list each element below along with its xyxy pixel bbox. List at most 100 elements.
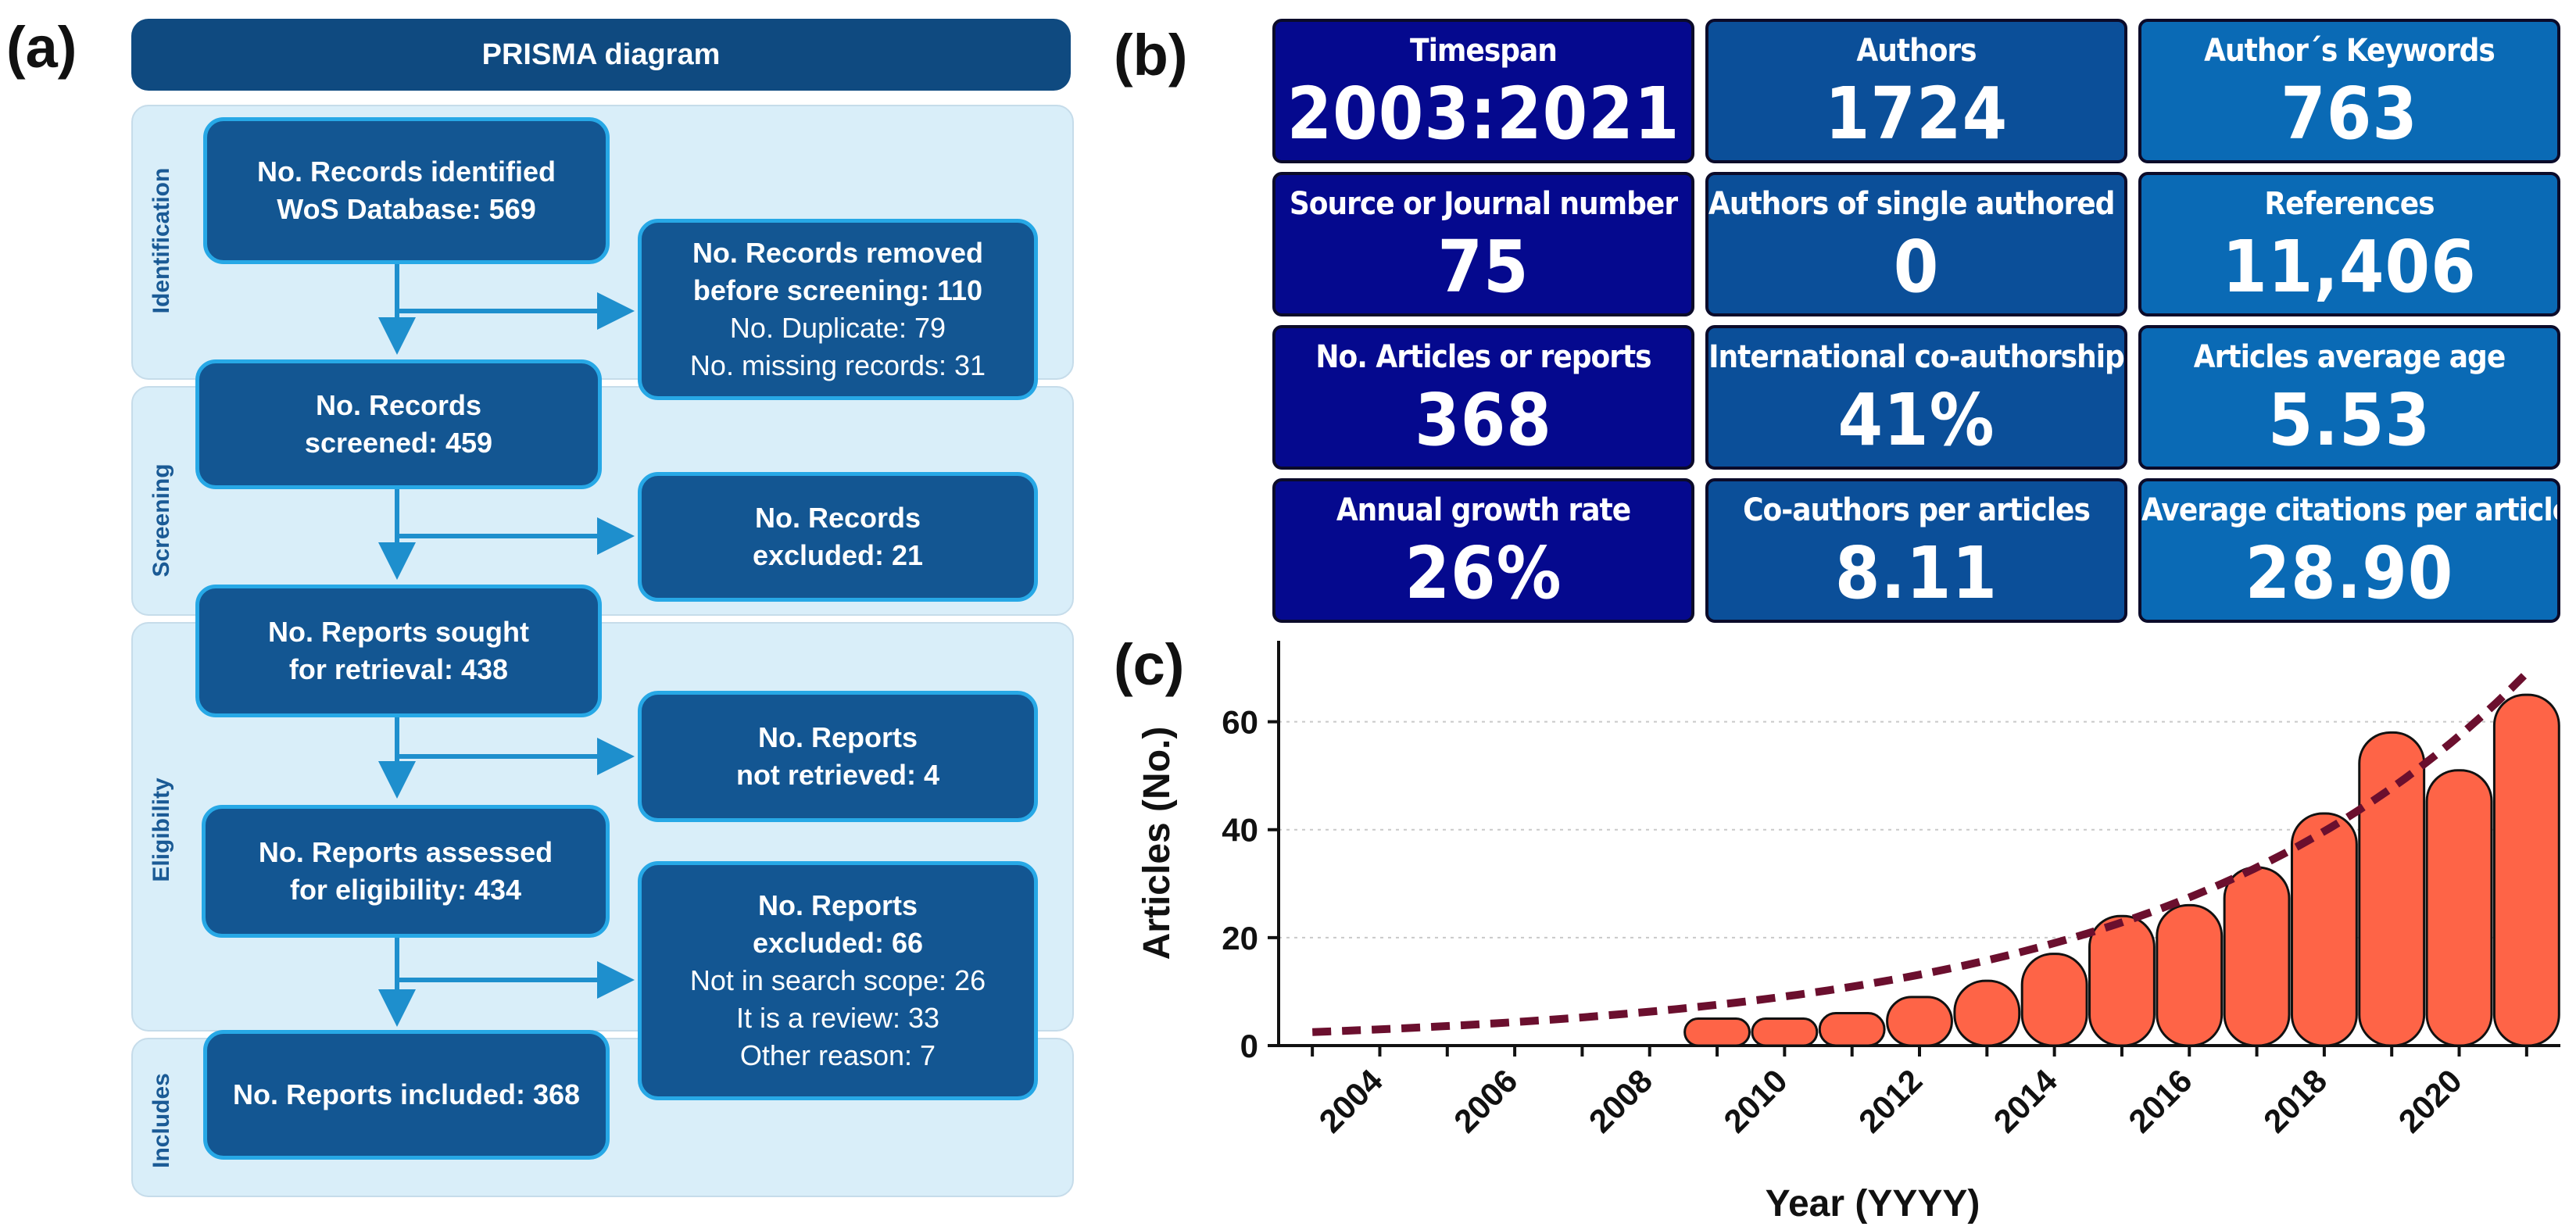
bar [2358,731,2426,1047]
metric-tile: Co-authors per articles 8.11 [1705,478,2127,623]
box-line: Other reason: 7 [739,1039,936,1071]
x-tick-label: 2016 [2121,1062,2199,1139]
metric-label: Average citations per articles [2141,492,2560,528]
box-records-screened: No. Records screened: 459 [195,359,602,489]
box-line: excluded: 21 [752,539,924,571]
bar [1953,979,2021,1047]
bar [1886,996,1953,1047]
metric-value: 2003:2021 [1286,72,1680,156]
metric-value: 0 [1893,225,1940,309]
metric-value: 11,406 [2222,225,2477,309]
x-tick-label: 2018 [2256,1062,2334,1139]
box-line: No. Reports sought [268,616,529,648]
metric-label: Co-authors per articles [1743,492,2091,528]
bar [2425,769,2493,1047]
metric-label: Articles average age [2193,339,2506,375]
box-line: No. Records [754,502,921,534]
bar [2492,693,2560,1047]
x-tick-label: 2006 [1447,1062,1524,1139]
metric-label: References [2264,186,2435,222]
x-axis-label: Year (YYYY) [1766,1183,1980,1225]
x-tick-label: 2012 [1852,1062,1929,1139]
x-tick-label: 2014 [1987,1062,2065,1140]
box-records-removed: No. Records removed before screening: 11… [638,219,1038,400]
metric-tile: Authors 1724 [1705,19,2127,163]
box-line: No. Records removed [692,237,984,269]
box-line: WoS Database: 569 [277,193,536,225]
bar [2088,914,2156,1047]
y-tick-label: 20 [1222,920,1258,956]
box-line: No. Reports included: 368 [232,1078,581,1110]
box-line: No. Reports assessed [258,836,553,868]
metric-tile: References 11,406 [2138,172,2560,316]
prisma-arrows [378,264,635,1027]
box-records-identified: No. Records identified WoS Database: 569 [203,117,610,264]
metric-tile: No. Articles or reports 368 [1272,325,1694,470]
box-line: excluded: 66 [752,927,924,959]
box-line: No. Records [315,389,482,421]
metric-tile: Author´s Keywords 763 [2138,19,2560,163]
metric-label: No. Articles or reports [1315,339,1651,375]
metric-label: Timespan [1410,33,1558,69]
box-line: for retrieval: 438 [288,653,509,685]
box-reports-sought: No. Reports sought for retrieval: 438 [195,585,602,717]
metric-label: Authors of single authored docs [1708,186,2124,222]
metric-tile: Average citations per articles 28.90 [2138,478,2560,623]
bar [2156,903,2224,1047]
y-tick-label: 60 [1222,704,1258,741]
box-reports-included: No. Reports included: 368 [203,1030,610,1160]
bar [2020,953,2088,1047]
metric-label: Authors [1856,33,1977,69]
y-tick-label: 0 [1240,1028,1258,1064]
box-records-excluded: No. Records excluded: 21 [638,472,1038,602]
panel-label-b: (b) [1114,23,1188,88]
box-line: It is a review: 33 [735,1002,940,1034]
metric-tile: International co-authorship 41% [1705,325,2127,470]
y-tick-label: 40 [1222,812,1258,849]
panel-label-c: (c) [1114,632,1185,697]
trend-line [1312,670,2530,1036]
box-line: No. Duplicate: 79 [729,312,946,344]
metric-tile: Articles average age 5.53 [2138,325,2560,470]
x-tick-label: 2010 [1716,1062,1794,1139]
box-line: for eligibility: 434 [289,874,522,906]
metric-label: Author´s Keywords [2204,33,2496,69]
metric-value: 75 [1437,225,1530,309]
metric-tile: Timespan 2003:2021 [1272,19,1694,163]
metric-value: 28.90 [2245,531,2454,615]
box-line: not retrieved: 4 [735,759,940,791]
metric-label: International co-authorship [1708,339,2124,375]
box-line: No. Records identified [256,156,556,188]
bar [1751,1017,1819,1047]
box-line: No. missing records: 31 [689,349,986,381]
x-tick-label: 2020 [2392,1062,2469,1139]
metric-value: 26% [1404,531,1562,615]
metric-value: 1724 [1824,72,2009,156]
metric-value: 5.53 [2267,378,2431,462]
box-line: before screening: 110 [692,274,983,306]
y-axis-label: Articles (No.) [1136,727,1178,960]
metric-value: 8.11 [1834,531,1998,615]
metric-label: Annual growth rate [1336,492,1631,528]
x-tick-label: 2004 [1312,1062,1390,1140]
metric-value: 368 [1415,378,1552,462]
box-reports-assessed: No. Reports assessed for eligibility: 43… [202,805,610,938]
metric-value: 763 [2281,72,2418,156]
metric-value: 41% [1837,378,1995,462]
metric-label: Source or Journal number [1289,186,1678,222]
metric-tile: Annual growth rate 26% [1272,478,1694,623]
box-line: No. Reports [757,721,918,753]
box-line: No. Reports [757,889,918,921]
bar [2290,812,2358,1047]
box-line: screened: 459 [304,427,493,459]
prisma-title: PRISMA diagram [131,19,1071,91]
bar [2223,866,2291,1047]
panel-label-a: (a) [6,15,77,80]
box-reports-excluded: No. Reports excluded: 66 Not in search s… [638,861,1038,1100]
bar [1818,1012,1886,1047]
bar [1683,1017,1751,1047]
box-line: Not in search scope: 26 [689,964,986,996]
metric-tile: Source or Journal number 75 [1272,172,1694,316]
x-tick-label: 2008 [1582,1062,1659,1139]
